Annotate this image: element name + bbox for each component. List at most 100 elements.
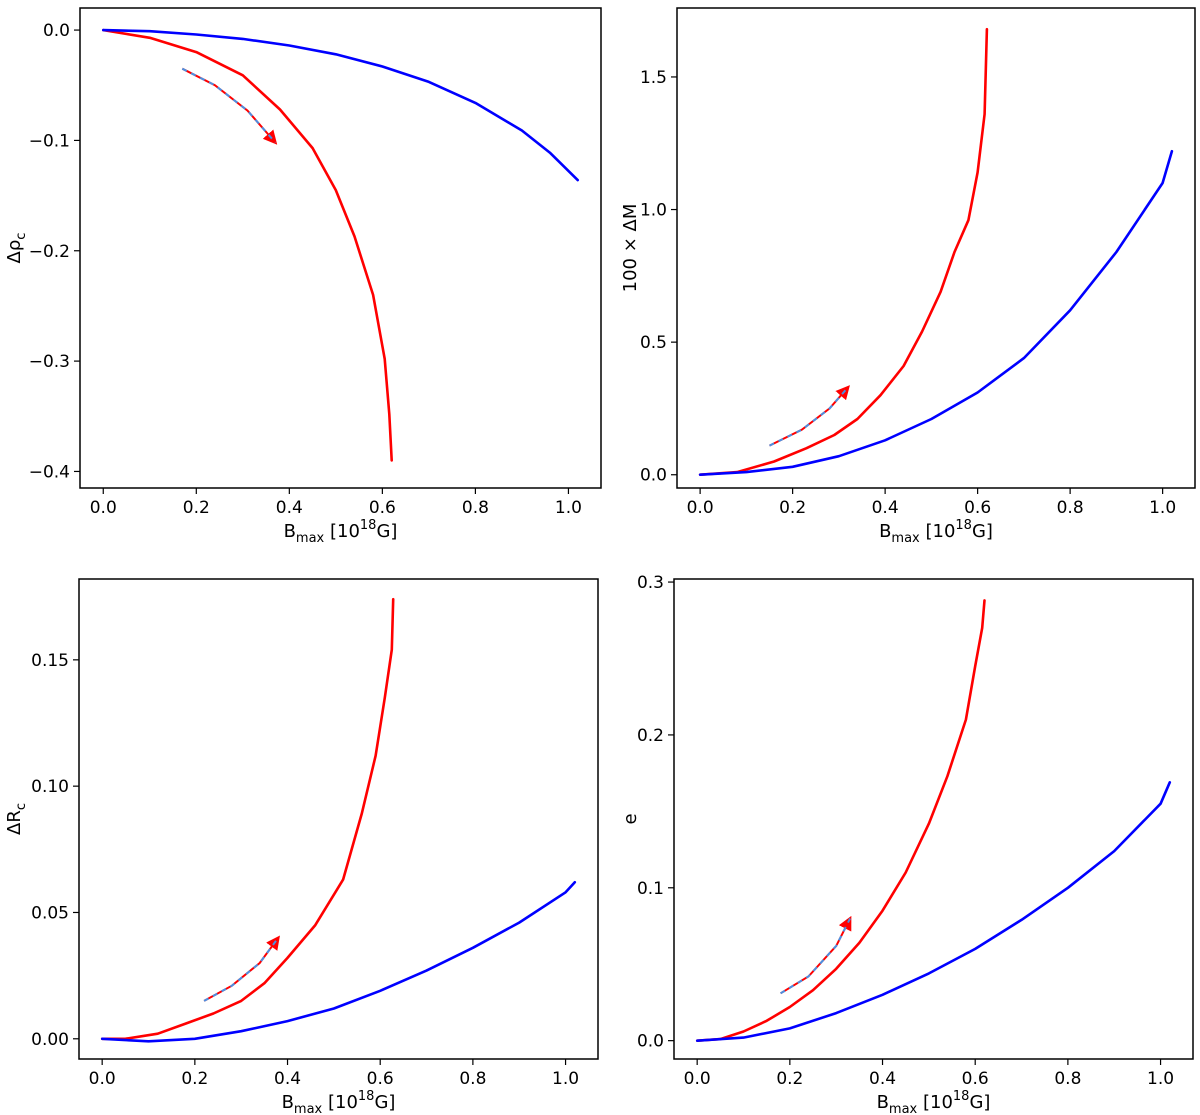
panel-2: 0.0 0.2 0.4 0.6 0.8 1.0 0.0 0.5 1.0 1.5 Bmax [1018… [620,7,1196,546]
x-tick-label: 0.2 [183,498,210,518]
y-tick-label: 1.0 [640,201,667,221]
x-tick-label: 0.2 [776,1069,803,1089]
trend-arrow [780,915,852,995]
x-tick-label: 0.0 [90,498,117,518]
axes-frame [79,7,602,489]
x-axis-label-sub: max [296,531,325,546]
panel-4: 0.0 0.2 0.4 0.6 0.8 1.0 0.0 0.1 0.2 0.3 Bmax [1018… [620,573,1194,1115]
x-axis-label-sup: 18 [953,1089,970,1104]
x-axis-label-end: G] [969,1092,990,1113]
y-axis-label-sub: c [14,803,29,810]
y-tick-label: −0.4 [29,462,70,482]
y-tick-label: 1.5 [640,68,667,88]
x-axis-label: Bmax [1018G] [877,1089,991,1115]
x-tick-label: 1.0 [552,1069,579,1089]
x-axis-label: Bmax [1018G] [879,518,993,546]
x-tick-label: 0.6 [962,1069,989,1089]
series-line-blue [695,780,1172,1042]
x-axis-label-main: B [282,1092,294,1113]
y-axis-label: e [620,813,641,824]
y-tick-label: −0.1 [29,131,70,151]
series-line-red [100,597,395,1041]
x-axis-label-sup: 18 [360,518,377,533]
x-tick-label: 0.2 [779,498,806,518]
trend-arrow-dash [203,937,280,1002]
x-tick-label: 0.8 [462,498,489,518]
x-tick-label: 0.2 [181,1069,208,1089]
x-axis-label-sup: 18 [358,1089,375,1104]
y-tick-label: 0.0 [637,1032,664,1052]
x-axis-label-rest: [10 [324,521,360,542]
y-axis-label: ΔRc [4,803,29,835]
x-tick-label: 0.0 [687,498,714,518]
x-axis-label-end: G] [374,1092,395,1113]
x-tick-label: 0.8 [1057,498,1084,518]
x-tick-label: 0.6 [369,498,396,518]
trend-arrow [181,67,278,145]
y-tick-label: 0.05 [31,903,69,923]
y-tick-label: 0.3 [637,573,664,593]
x-axis-label-end: G] [972,521,993,542]
x-axis-label-rest: [10 [917,1092,953,1113]
y-tick-label: 0.15 [31,651,69,671]
x-tick-label: 0.0 [684,1069,711,1089]
x-tick-label: 1.0 [555,498,582,518]
x-axis-label-sub: max [889,1102,918,1115]
trend-arrow-dash [181,67,277,144]
panel-3: 0.0 0.2 0.4 0.6 0.8 1.0 0.00 0.05 0.10 0.15 Bmax [… [4,578,599,1115]
y-axis-label-main: 100 × ΔM [620,204,641,293]
x-axis-label-end: G] [376,521,397,542]
series-line-red [695,599,986,1042]
y-axis-label: 100 × ΔM [620,204,641,293]
series-line-red [698,27,989,477]
y-tick-label: 0.0 [43,21,70,41]
axes-frame [78,578,599,1060]
y-tick-label: 0.1 [637,879,664,899]
y-axis-label-main: e [620,813,641,824]
x-axis-label-sub: max [294,1102,323,1115]
x-axis-label-main: B [284,521,296,542]
trend-arrow-dash [769,386,849,447]
x-tick-label: 0.0 [89,1069,116,1089]
x-tick-label: 0.6 [964,498,991,518]
y-tick-label: 0.5 [640,333,667,353]
trend-arrow [769,385,850,447]
series-line-blue [102,28,580,182]
y-tick-label: −0.3 [29,352,70,372]
y-tick-label: 0.10 [31,777,69,797]
x-axis-label-rest: [10 [322,1092,358,1113]
x-tick-label: 1.0 [1147,1069,1174,1089]
axes-frame [676,7,1196,489]
x-axis-label: Bmax [1018G] [282,1089,396,1115]
y-tick-label: 0.00 [31,1030,69,1050]
x-tick-label: 1.0 [1149,498,1176,518]
series-line-red [102,28,394,462]
y-tick-label: 0.0 [640,466,667,486]
x-axis-label: Bmax [1018G] [284,518,398,546]
x-tick-label: 0.4 [276,498,303,518]
x-tick-label: 0.4 [872,498,899,518]
x-tick-label: 0.8 [459,1069,486,1089]
x-axis-label-sub: max [891,531,920,546]
x-tick-label: 0.6 [367,1069,394,1089]
y-tick-label: 0.2 [637,726,664,746]
x-tick-label: 0.4 [869,1069,896,1089]
y-tick-label: −0.2 [29,242,70,262]
series-line-blue [698,149,1174,477]
x-axis-label-sup: 18 [955,518,972,533]
y-axis-label-main: Δρ [4,240,25,264]
y-axis-label-sub: c [14,233,29,240]
x-axis-label-rest: [10 [920,521,956,542]
axes-frame [673,578,1194,1060]
x-tick-label: 0.4 [274,1069,301,1089]
trend-arrow [203,935,280,1002]
x-axis-label-main: B [877,1092,889,1113]
y-axis-label-main: ΔR [4,810,25,835]
trend-arrow-dash [780,917,851,995]
y-axis-label: Δρc [4,233,29,264]
panel-1: 0.0 0.2 0.4 0.6 0.8 1.0 0.0 −0.1 −0.2 −0.3 −0.4 Bma… [4,7,602,546]
x-tick-label: 0.8 [1054,1069,1081,1089]
x-axis-label-main: B [879,521,891,542]
series-line-blue [100,880,577,1043]
